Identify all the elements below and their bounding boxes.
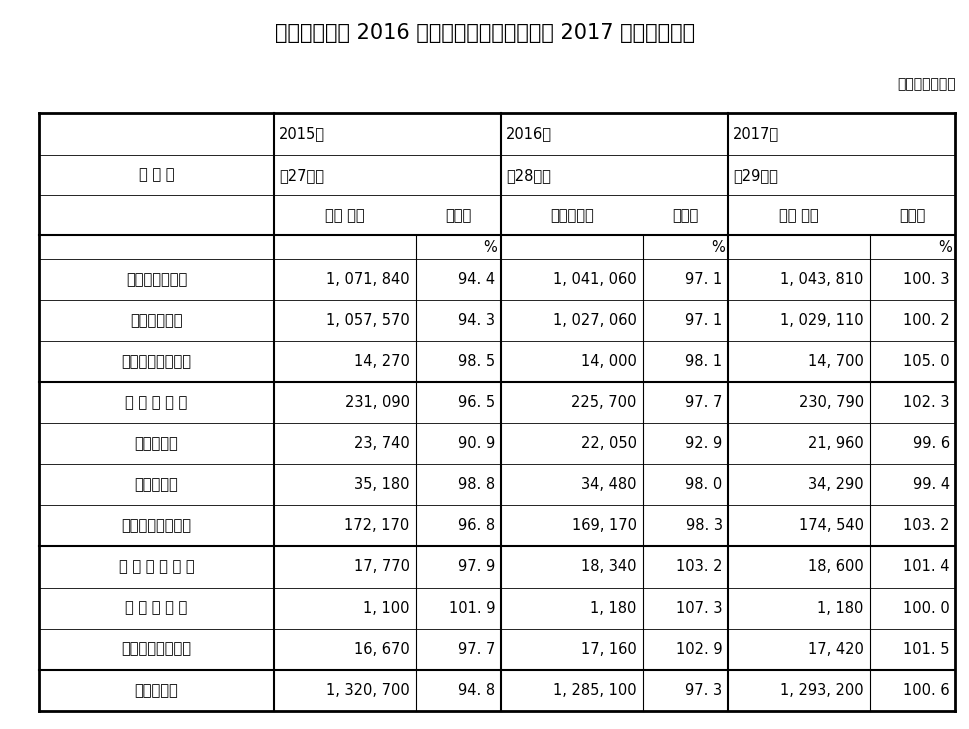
Text: 製 品 別: 製 品 別 <box>139 167 174 182</box>
Text: 96. 8: 96. 8 <box>458 518 495 534</box>
Text: 2016年: 2016年 <box>506 127 551 141</box>
Text: %: % <box>937 240 951 254</box>
Text: ゴ ム 履 物 類: ゴ ム 履 物 類 <box>125 601 187 615</box>
Text: 1, 180: 1, 180 <box>590 601 636 615</box>
Text: 105. 0: 105. 0 <box>902 354 949 369</box>
Text: 103. 2: 103. 2 <box>675 559 722 574</box>
Text: 35, 180: 35, 180 <box>354 477 409 492</box>
Text: 1, 320, 700: 1, 320, 700 <box>326 683 409 698</box>
Text: 98. 0: 98. 0 <box>685 477 722 492</box>
Text: 前年比: 前年比 <box>445 208 471 223</box>
Text: 14, 700: 14, 700 <box>807 354 863 369</box>
Text: 230, 790: 230, 790 <box>797 395 863 410</box>
Text: 前年比: 前年比 <box>672 208 698 223</box>
Text: 1, 100: 1, 100 <box>362 601 409 615</box>
Text: 16, 670: 16, 670 <box>354 642 409 657</box>
Text: 102. 3: 102. 3 <box>902 395 949 410</box>
Text: 101. 4: 101. 4 <box>902 559 949 574</box>
Text: 97. 1: 97. 1 <box>685 313 722 328</box>
Text: 99. 6: 99. 6 <box>912 436 949 451</box>
Text: 17, 420: 17, 420 <box>807 642 863 657</box>
Text: その他のタイヤ類: その他のタイヤ類 <box>121 354 191 369</box>
Text: 18, 600: 18, 600 <box>807 559 863 574</box>
Text: 前年比: 前年比 <box>898 208 924 223</box>
Text: 1, 027, 060: 1, 027, 060 <box>552 313 636 328</box>
Text: 103. 2: 103. 2 <box>902 518 949 534</box>
Text: 98. 3: 98. 3 <box>685 518 722 534</box>
Text: 97. 7: 97. 7 <box>684 395 722 410</box>
Text: 98. 5: 98. 5 <box>458 354 495 369</box>
Text: 1, 041, 060: 1, 041, 060 <box>552 272 636 286</box>
Text: 172, 170: 172, 170 <box>344 518 409 534</box>
Text: 1, 293, 200: 1, 293, 200 <box>779 683 863 698</box>
Text: 231, 090: 231, 090 <box>344 395 409 410</box>
Text: 98. 8: 98. 8 <box>458 477 495 492</box>
Text: 169, 170: 169, 170 <box>571 518 636 534</box>
Text: 14, 270: 14, 270 <box>354 354 409 369</box>
Text: 100. 3: 100. 3 <box>902 272 949 286</box>
Text: （実 績）: （実 績） <box>325 208 364 223</box>
Text: タ　イ　ヤ　類: タ イ ヤ 類 <box>126 272 187 286</box>
Text: 97. 7: 97. 7 <box>457 642 495 657</box>
Text: 1, 043, 810: 1, 043, 810 <box>780 272 863 286</box>
Text: 18, 340: 18, 340 <box>580 559 636 574</box>
Text: そ の 他 製 品 類: そ の 他 製 品 類 <box>118 559 194 574</box>
Text: 23, 740: 23, 740 <box>354 436 409 451</box>
Text: 101. 5: 101. 5 <box>902 642 949 657</box>
Text: 21, 960: 21, 960 <box>807 436 863 451</box>
Text: 2017年: 2017年 <box>733 127 778 141</box>
Text: 100. 0: 100. 0 <box>902 601 949 615</box>
Text: 94. 4: 94. 4 <box>458 272 495 286</box>
Text: %: % <box>484 240 497 254</box>
Text: 1, 285, 100: 1, 285, 100 <box>552 683 636 698</box>
Text: ゴムベルト: ゴムベルト <box>135 436 178 451</box>
Text: 99. 4: 99. 4 <box>912 477 949 492</box>
Text: （単位：トン）: （単位：トン） <box>896 77 954 91</box>
Text: 34, 290: 34, 290 <box>807 477 863 492</box>
Text: ゴム製品計: ゴム製品計 <box>135 683 178 698</box>
Text: （見込み）: （見込み） <box>549 208 593 223</box>
Text: その他の工業用品: その他の工業用品 <box>121 518 191 534</box>
Text: 94. 3: 94. 3 <box>458 313 495 328</box>
Text: 96. 5: 96. 5 <box>458 395 495 410</box>
Text: 101. 9: 101. 9 <box>449 601 495 615</box>
Text: 主要製品別の 2016 年の新ゴム消費見込みと 2017 年の消費予想: 主要製品別の 2016 年の新ゴム消費見込みと 2017 年の消費予想 <box>274 23 695 43</box>
Text: 107. 3: 107. 3 <box>675 601 722 615</box>
Text: （27年）: （27年） <box>279 168 324 183</box>
Text: その他のゴム製品: その他のゴム製品 <box>121 642 191 657</box>
Text: 97. 1: 97. 1 <box>685 272 722 286</box>
Text: （28年）: （28年） <box>506 168 550 183</box>
Text: 17, 160: 17, 160 <box>580 642 636 657</box>
Text: 34, 480: 34, 480 <box>580 477 636 492</box>
Text: 1, 180: 1, 180 <box>817 601 863 615</box>
Text: ゴムホース: ゴムホース <box>135 477 178 492</box>
Text: 174, 540: 174, 540 <box>798 518 863 534</box>
Text: 102. 9: 102. 9 <box>675 642 722 657</box>
Text: %: % <box>710 240 724 254</box>
Text: 90. 9: 90. 9 <box>457 436 495 451</box>
Text: （予 想）: （予 想） <box>778 208 818 223</box>
Text: 225, 700: 225, 700 <box>571 395 636 410</box>
Text: 100. 2: 100. 2 <box>902 313 949 328</box>
Text: 自動車タ・チ: 自動車タ・チ <box>130 313 182 328</box>
Text: 98. 1: 98. 1 <box>685 354 722 369</box>
Text: 1, 029, 110: 1, 029, 110 <box>779 313 863 328</box>
Text: 工 業 用 品 類: 工 業 用 品 類 <box>125 395 187 410</box>
Text: 14, 000: 14, 000 <box>580 354 636 369</box>
Text: 22, 050: 22, 050 <box>580 436 636 451</box>
Text: 100. 6: 100. 6 <box>902 683 949 698</box>
Text: 2015年: 2015年 <box>279 127 325 141</box>
Text: 92. 9: 92. 9 <box>685 436 722 451</box>
Text: 17, 770: 17, 770 <box>354 559 409 574</box>
Text: 97. 9: 97. 9 <box>457 559 495 574</box>
Text: （29年）: （29年） <box>733 168 777 183</box>
Text: 1, 057, 570: 1, 057, 570 <box>326 313 409 328</box>
Text: 97. 3: 97. 3 <box>685 683 722 698</box>
Text: 1, 071, 840: 1, 071, 840 <box>326 272 409 286</box>
Text: 94. 8: 94. 8 <box>458 683 495 698</box>
